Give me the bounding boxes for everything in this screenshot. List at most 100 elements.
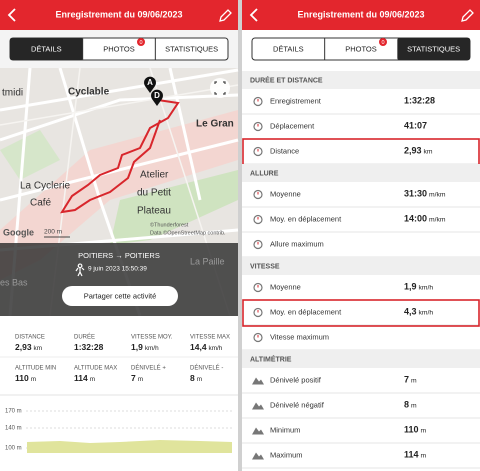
row-label: Maximum: [270, 450, 303, 459]
section-header: [242, 350, 480, 368]
value: 7: [404, 375, 409, 385]
row-icon: [252, 377, 264, 385]
row-value: 41:07: [404, 121, 427, 131]
section-header: [242, 164, 480, 182]
row-icon: [253, 121, 263, 132]
edit-button[interactable]: [461, 9, 474, 22]
value: 1:32:28: [74, 342, 104, 352]
unit: km: [34, 345, 42, 352]
row-label: Minimum: [270, 425, 300, 434]
tab-label: PHOTOS: [103, 44, 135, 53]
back-button[interactable]: [7, 8, 16, 22]
row-value: 4,3 km/h: [404, 307, 433, 317]
map-marker-label: D: [154, 91, 160, 100]
map-marker: [151, 89, 163, 106]
row-icon: [253, 96, 263, 107]
tab-label: STATISTIQUES: [407, 44, 460, 53]
map-attribution: ©Thunderforest: [150, 221, 189, 228]
row-label: Dénivelé positif: [270, 375, 322, 384]
unit: m: [421, 427, 427, 434]
value: 1,9: [404, 282, 417, 292]
stat-value: 114 m: [74, 373, 95, 383]
value: 1:32:28: [404, 96, 435, 106]
tab-badge: [137, 38, 145, 46]
value: 7: [131, 373, 136, 383]
row-label: Dénivelé négatif: [270, 400, 325, 409]
route-date: 9 juin 2023 15:50:39: [88, 266, 147, 273]
value: 31:30: [404, 189, 427, 199]
map-marker-label: A: [147, 78, 153, 87]
map-label: tmidi: [2, 88, 23, 99]
value: 1,9: [131, 342, 143, 352]
share-button-label[interactable]: Partager cette activité: [84, 291, 157, 300]
section-title: DURÉE ET DISTANCE: [250, 75, 323, 84]
stat-value: 2,93 km: [15, 342, 42, 352]
stat-value: 1:32:28: [74, 342, 104, 352]
header: [0, 0, 238, 30]
row-label: Moy. en déplacement: [270, 214, 342, 223]
map-label: Plateau: [137, 206, 171, 217]
row-value: 1,9 km/h: [404, 282, 433, 292]
value: 41:07: [404, 121, 427, 131]
row-icon: [253, 332, 263, 343]
map-label: La Paille: [190, 256, 225, 266]
unit: km: [424, 148, 433, 155]
stat-label: DURÉE: [74, 334, 95, 341]
row-label: Moyenne: [270, 189, 301, 198]
elevation-chart: [0, 356, 238, 453]
back-button[interactable]: [249, 8, 258, 22]
stat-label: DÉNIVELÉ -: [190, 365, 223, 372]
row-label: Moyenne: [270, 282, 301, 291]
row-label: Déplacement: [270, 121, 315, 130]
elevation-tick: 100 m: [5, 446, 22, 452]
unit: m: [411, 377, 417, 384]
map-label: Le Gran: [196, 119, 234, 130]
unit: m: [411, 402, 417, 409]
row-value: 114 m: [404, 450, 427, 460]
edit-button[interactable]: [219, 9, 232, 22]
section-title: ALLURE: [250, 170, 279, 177]
unit: m: [421, 452, 427, 459]
unit: m: [138, 376, 143, 383]
unit: m: [90, 376, 95, 383]
unit: km/h: [419, 309, 434, 316]
highlight-box: [242, 299, 480, 327]
section-header: [242, 71, 480, 89]
value: 110: [15, 373, 29, 383]
tab-badge: [379, 38, 387, 46]
row-icon: [252, 452, 264, 460]
row-label: Enregistrement: [270, 96, 322, 105]
stat-label: VITESSE MAX: [190, 335, 230, 341]
value: 4,3: [404, 307, 417, 317]
elevation-tick: 170 m: [5, 409, 22, 415]
route-title: POITIERS → POITIERS: [78, 251, 160, 260]
row-icon: [253, 282, 263, 293]
section-title: ALTIMÉTRIE: [250, 354, 292, 363]
tab-label: PHOTOS: [345, 44, 377, 53]
tab-badge-count: 0: [381, 40, 384, 46]
row-icon: [253, 189, 263, 200]
map-label: es Bas: [0, 277, 28, 287]
divider: [238, 0, 242, 471]
stat-label: ALTITUDE MIN: [15, 366, 56, 372]
stat-label: DÉNIVELÉ +: [131, 365, 166, 372]
section-title: VITESSE: [250, 263, 280, 270]
row-icon: [253, 307, 263, 318]
row-label: Moy. en déplacement: [270, 307, 342, 316]
value: 8: [404, 400, 409, 410]
share-button[interactable]: [62, 286, 178, 306]
value: 14:00: [404, 214, 427, 224]
row-value: 110 m: [404, 425, 427, 435]
stat-label: DISTANCE: [15, 335, 45, 341]
elevation-tick: 140 m: [5, 426, 22, 432]
tab-label: DÉTAILS: [273, 44, 304, 53]
value: 114: [404, 450, 419, 460]
value: 8: [190, 373, 195, 383]
tab-label: STATISTIQUES: [165, 44, 218, 53]
row-value: 14:00 m/km: [404, 214, 446, 224]
row-icon: [252, 427, 264, 435]
stat-value: 1,9 km/h: [131, 342, 159, 352]
